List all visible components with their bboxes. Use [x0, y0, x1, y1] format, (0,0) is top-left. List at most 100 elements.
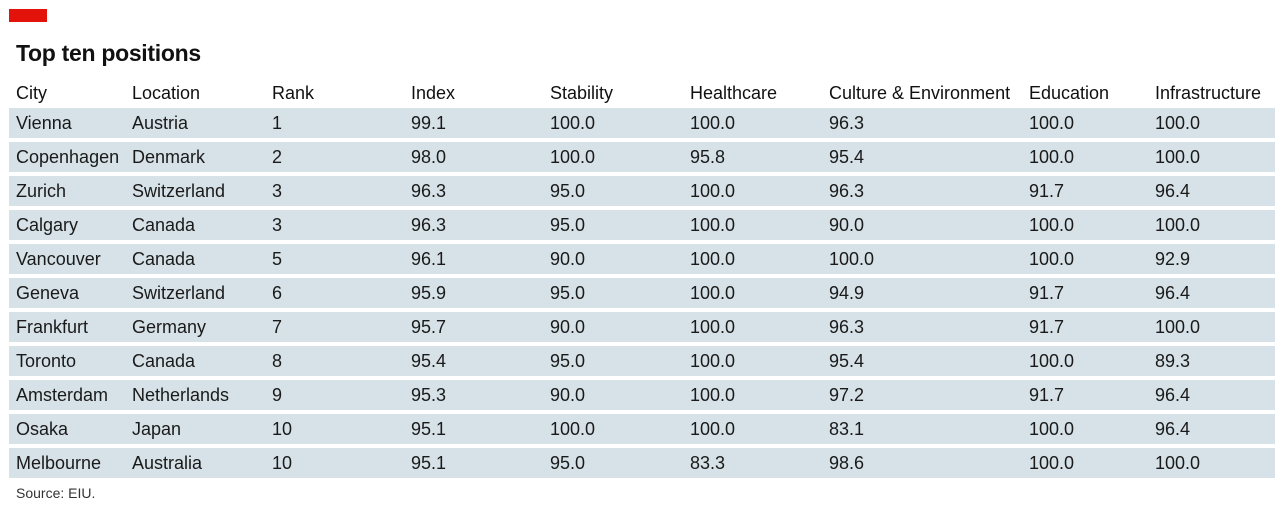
cell-index: 95.4	[404, 346, 543, 376]
cell-location: Netherlands	[125, 380, 265, 410]
table-row: Zurich Switzerland 3 96.3 95.0 100.0 96.3 91.7 9…	[9, 176, 1275, 206]
table-body: Vienna Austria 1 99.1 100.0 100.0 96.3 100.0 100…	[9, 108, 1275, 478]
cell-culture-and-environment: 97.2	[822, 380, 1022, 410]
cell-healthcare: 100.0	[683, 278, 822, 308]
cell-culture-and-environment: 94.9	[822, 278, 1022, 308]
cell-healthcare: 95.8	[683, 142, 822, 172]
cell-infrastructure: 96.4	[1148, 414, 1275, 444]
cell-rank: 3	[265, 176, 404, 206]
ranking-table: City Location Rank Index Stability Healthcare…	[9, 74, 1275, 482]
cell-infrastructure: 96.4	[1148, 278, 1275, 308]
cell-healthcare: 100.0	[683, 346, 822, 376]
cell-rank: 8	[265, 346, 404, 376]
cell-location: Canada	[125, 210, 265, 240]
cell-city: Vancouver	[9, 244, 125, 274]
cell-city: Amsterdam	[9, 380, 125, 410]
column-header-culture-and-environment: Culture & Environment	[829, 83, 1011, 103]
cell-index: 98.0	[404, 142, 543, 172]
column-header-stability: Stability	[550, 83, 614, 103]
table-row: Osaka Japan 10 95.1 100.0 100.0 83.1 100.0 96.4	[9, 414, 1275, 444]
cell-education: 91.7	[1022, 312, 1148, 342]
cell-education: 100.0	[1022, 244, 1148, 274]
table-row: Vancouver Canada 5 96.1 90.0 100.0 100.0 100.0 9…	[9, 244, 1275, 274]
cell-rank: 10	[265, 448, 404, 478]
cell-healthcare: 100.0	[683, 210, 822, 240]
cell-infrastructure: 92.9	[1148, 244, 1275, 274]
table-row: Melbourne Australia 10 95.1 95.0 83.3 98.6 100.…	[9, 448, 1275, 478]
cell-location: Japan	[125, 414, 265, 444]
cell-index: 95.1	[404, 414, 543, 444]
cell-location: Austria	[125, 108, 265, 138]
cell-healthcare: 100.0	[683, 244, 822, 274]
cell-index: 95.3	[404, 380, 543, 410]
cell-healthcare: 100.0	[683, 108, 822, 138]
cell-healthcare: 83.3	[683, 448, 822, 478]
cell-index: 96.3	[404, 176, 543, 206]
brand-accent-bar	[9, 9, 47, 22]
cell-culture-and-environment: 95.4	[822, 346, 1022, 376]
cell-stability: 90.0	[543, 244, 683, 274]
cell-culture-and-environment: 90.0	[822, 210, 1022, 240]
cell-culture-and-environment: 83.1	[822, 414, 1022, 444]
cell-healthcare: 100.0	[683, 414, 822, 444]
cell-city: Melbourne	[9, 448, 125, 478]
cell-city: Copenhagen	[9, 142, 125, 172]
table-row: Calgary Canada 3 96.3 95.0 100.0 90.0 100.0 100.…	[9, 210, 1275, 240]
cell-education: 100.0	[1022, 448, 1148, 478]
cell-city: Calgary	[9, 210, 125, 240]
table-row: Geneva Switzerland 6 95.9 95.0 100.0 94.9 91.7 9…	[9, 278, 1275, 308]
cell-location: Switzerland	[125, 278, 265, 308]
cell-infrastructure: 100.0	[1148, 142, 1275, 172]
cell-city: Geneva	[9, 278, 125, 308]
table-row: Vienna Austria 1 99.1 100.0 100.0 96.3 100.0 100…	[9, 108, 1275, 138]
cell-city: Toronto	[9, 346, 125, 376]
cell-infrastructure: 96.4	[1148, 380, 1275, 410]
cell-city: Vienna	[9, 108, 125, 138]
cell-index: 96.1	[404, 244, 543, 274]
cell-education: 100.0	[1022, 210, 1148, 240]
cell-infrastructure: 96.4	[1148, 176, 1275, 206]
cell-location: Germany	[125, 312, 265, 342]
cell-index: 96.3	[404, 210, 543, 240]
table-row: Frankfurt Germany 7 95.7 90.0 100.0 96.3 91.7 10…	[9, 312, 1275, 342]
cell-index: 99.1	[404, 108, 543, 138]
cell-healthcare: 100.0	[683, 176, 822, 206]
cell-education: 100.0	[1022, 414, 1148, 444]
cell-city: Zurich	[9, 176, 125, 206]
cell-culture-and-environment: 100.0	[822, 244, 1022, 274]
cell-rank: 5	[265, 244, 404, 274]
cell-stability: 95.0	[543, 176, 683, 206]
cell-education: 91.7	[1022, 278, 1148, 308]
cell-healthcare: 100.0	[683, 380, 822, 410]
cell-city: Osaka	[9, 414, 125, 444]
cell-culture-and-environment: 96.3	[822, 176, 1022, 206]
table-row: Amsterdam Netherlands 9 95.3 90.0 100.0 97.2 91…	[9, 380, 1275, 410]
cell-education: 100.0	[1022, 142, 1148, 172]
cell-culture-and-environment: 96.3	[822, 108, 1022, 138]
cell-education: 100.0	[1022, 108, 1148, 138]
cell-education: 91.7	[1022, 380, 1148, 410]
cell-infrastructure: 89.3	[1148, 346, 1275, 376]
cell-rank: 1	[265, 108, 404, 138]
cell-stability: 95.0	[543, 278, 683, 308]
cell-index: 95.9	[404, 278, 543, 308]
column-header-location: Location	[132, 83, 201, 103]
cell-infrastructure: 100.0	[1148, 312, 1275, 342]
cell-location: Denmark	[125, 142, 265, 172]
column-header-healthcare: Healthcare	[690, 83, 778, 103]
cell-healthcare: 100.0	[683, 312, 822, 342]
cell-stability: 90.0	[543, 380, 683, 410]
cell-infrastructure: 100.0	[1148, 108, 1275, 138]
cell-culture-and-environment: 96.3	[822, 312, 1022, 342]
cell-education: 100.0	[1022, 346, 1148, 376]
cell-stability: 95.0	[543, 346, 683, 376]
cell-infrastructure: 100.0	[1148, 448, 1275, 478]
cell-stability: 95.0	[543, 210, 683, 240]
table-header-row: City Location Rank Index Stability Healthcare…	[9, 78, 1275, 104]
cell-location: Australia	[125, 448, 265, 478]
column-header-rank: Rank	[272, 83, 315, 103]
table-row: Copenhagen Denmark 2 98.0 100.0 95.8 95.4 100.0…	[9, 142, 1275, 172]
cell-rank: 7	[265, 312, 404, 342]
cell-stability: 95.0	[543, 448, 683, 478]
cell-culture-and-environment: 95.4	[822, 142, 1022, 172]
